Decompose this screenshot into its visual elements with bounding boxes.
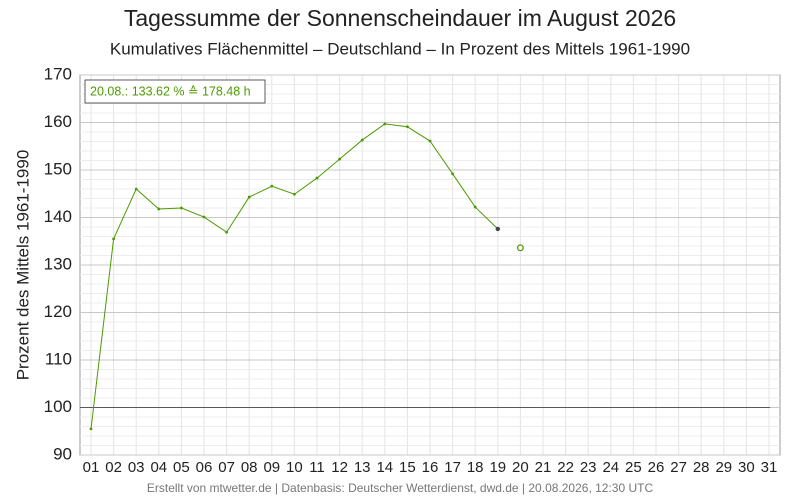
x-tick-label: 29 — [715, 459, 732, 476]
x-tick-label: 02 — [105, 459, 122, 476]
x-tick-label: 14 — [376, 459, 393, 476]
point — [157, 207, 161, 211]
point — [473, 205, 477, 209]
point — [315, 176, 319, 180]
x-tick-label: 27 — [670, 459, 687, 476]
x-tick-label: 28 — [693, 459, 710, 476]
y-tick-label: 160 — [44, 112, 72, 131]
y-tick-label: 110 — [45, 349, 72, 368]
y-tick-label: 150 — [44, 159, 72, 178]
current-point — [517, 244, 524, 252]
chart-title: Tagessumme der Sonnenscheindauer im Augu… — [124, 5, 676, 31]
footer: Erstellt von mtwetter.de | Datenbasis: D… — [147, 481, 654, 495]
x-tick-label: 31 — [761, 459, 778, 476]
x-tick-label: 07 — [218, 459, 235, 476]
point — [383, 122, 387, 126]
point — [270, 184, 274, 188]
x-tick-label: 08 — [241, 459, 258, 476]
point — [360, 138, 364, 142]
x-tick-label: 25 — [625, 459, 642, 476]
point — [293, 192, 296, 196]
x-tick-label: 17 — [444, 459, 461, 476]
annotation-box — [84, 79, 266, 104]
y-tick-label: 140 — [44, 207, 72, 226]
x-tick-label: 09 — [263, 459, 280, 476]
x-tick-label: 19 — [489, 459, 506, 476]
y-axis-label: Prozent des Mittels 1961-1990 — [13, 150, 32, 381]
x-tick-label: 30 — [738, 459, 755, 476]
y-tick-label: 130 — [44, 254, 72, 273]
x-tick-label: 06 — [196, 459, 213, 476]
point — [428, 139, 432, 143]
x-tick-label: 20 — [512, 459, 529, 476]
chart-subtitle: Kumulatives Flächenmittel – Deutschland … — [110, 39, 690, 58]
point — [112, 237, 115, 241]
point — [451, 172, 454, 176]
x-tick-label: 05 — [173, 459, 190, 476]
annotation: 20.08.: 133.62 % ≙ 178.48 h — [90, 84, 251, 98]
x-tick-label: 24 — [602, 459, 619, 476]
point — [247, 195, 251, 199]
x-tick-label: 12 — [331, 459, 348, 476]
point — [338, 157, 341, 161]
point — [495, 226, 500, 232]
point — [89, 427, 93, 431]
x-tick-label: 16 — [422, 459, 439, 476]
y-tick-label: 170 — [44, 64, 72, 83]
x-tick-label: 21 — [535, 459, 552, 476]
point — [134, 187, 138, 191]
x-tick-label: 13 — [354, 459, 371, 476]
x-tick-label: 04 — [150, 459, 167, 476]
point — [202, 215, 206, 219]
y-tick-label: 100 — [44, 397, 72, 416]
x-tick-label: 18 — [467, 459, 484, 476]
x-tick-label: 15 — [399, 459, 416, 476]
x-tick-label: 11 — [309, 459, 325, 476]
point — [225, 230, 229, 234]
x-tick-label: 01 — [83, 459, 100, 476]
point — [406, 125, 409, 129]
point — [180, 206, 183, 210]
x-tick-label: 23 — [580, 459, 597, 476]
y-tick-label: 120 — [44, 302, 72, 321]
x-tick-label: 22 — [557, 459, 574, 476]
x-tick-label: 03 — [128, 459, 145, 476]
x-tick-label: 10 — [286, 459, 303, 476]
y-tick-label: 90 — [53, 444, 72, 463]
x-tick-label: 26 — [648, 459, 665, 476]
